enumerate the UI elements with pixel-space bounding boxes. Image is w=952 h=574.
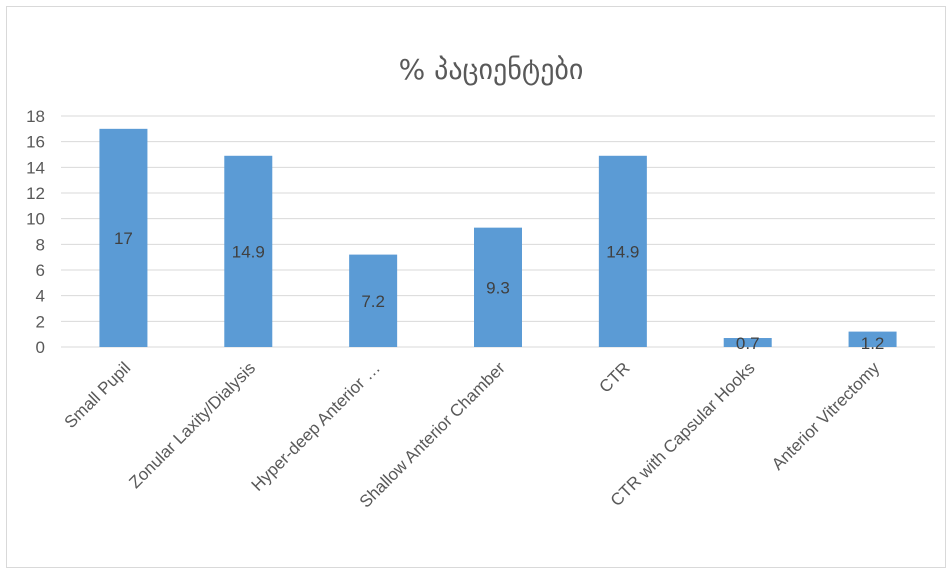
data-label: 7.2 bbox=[361, 292, 385, 311]
data-label: 14.9 bbox=[606, 242, 639, 261]
data-label: 14.9 bbox=[232, 242, 265, 261]
bar bbox=[224, 155, 273, 347]
chart-title: % პაციენტები bbox=[399, 53, 584, 86]
bar bbox=[349, 254, 398, 347]
bar bbox=[848, 331, 897, 347]
y-tick-label: 14 bbox=[26, 158, 45, 177]
x-category-label: Small Pupil bbox=[61, 358, 135, 432]
x-category-label: Hyper-deep Anterior … bbox=[248, 358, 384, 494]
y-tick-label: 10 bbox=[26, 210, 45, 229]
y-axis-tick-labels: 0 2 4 6 8 10 12 14 16 18 bbox=[26, 107, 45, 357]
data-label: 1.2 bbox=[861, 334, 885, 353]
bar bbox=[723, 338, 772, 347]
data-label: 0.7 bbox=[736, 334, 760, 353]
y-tick-label: 8 bbox=[36, 235, 45, 254]
data-labels: 17 14.9 7.2 9.3 14.9 0.7 1.2 bbox=[114, 229, 884, 353]
bar bbox=[474, 227, 522, 347]
data-label: 17 bbox=[114, 229, 133, 248]
bars bbox=[99, 128, 897, 347]
y-tick-label: 6 bbox=[36, 261, 45, 280]
bar bbox=[598, 155, 647, 347]
y-tick-label: 4 bbox=[36, 287, 45, 306]
x-category-label: Shallow Anterior Chamber bbox=[356, 358, 509, 511]
chart-frame: % პაციენტები 0 2 4 6 8 10 12 14 16 18 17 14.9 7.2 9.… bbox=[6, 6, 946, 568]
bar bbox=[99, 128, 148, 347]
y-tick-label: 0 bbox=[36, 338, 45, 357]
bar-chart: % პაციენტები 0 2 4 6 8 10 12 14 16 18 17 14.9 7.2 9.… bbox=[26, 53, 935, 511]
x-category-label: CTR bbox=[596, 358, 634, 396]
x-category-label: CTR with Capsular Hooks bbox=[607, 358, 759, 510]
y-tick-label: 2 bbox=[36, 312, 45, 331]
x-category-label: Zonular Laxity/Dialysis bbox=[125, 358, 259, 492]
x-category-label: Anterior Vitrectomy bbox=[768, 358, 884, 474]
data-label: 9.3 bbox=[486, 278, 510, 297]
y-tick-label: 12 bbox=[26, 184, 45, 203]
y-tick-label: 18 bbox=[26, 107, 45, 126]
y-tick-label: 16 bbox=[26, 133, 45, 152]
